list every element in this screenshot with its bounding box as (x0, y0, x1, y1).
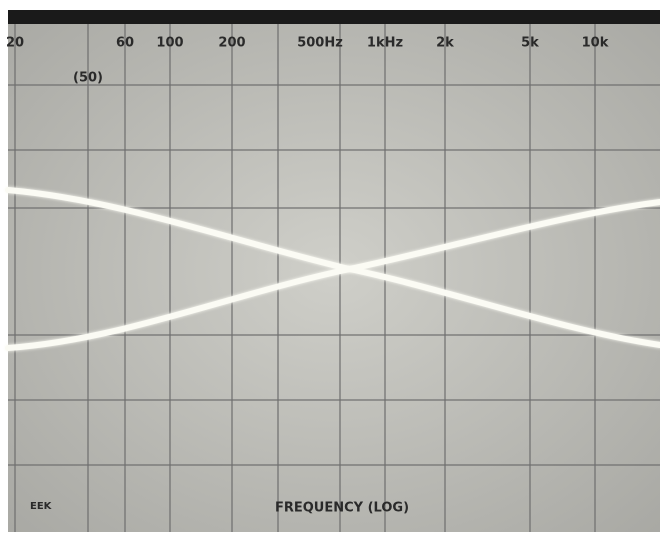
sub-label: (50) (73, 71, 103, 86)
corner-label: EEK (30, 501, 53, 512)
axis-title: FREQUENCY (LOG) (275, 501, 409, 516)
frequency-label: 100 (156, 36, 183, 51)
frequency-label: 2k (436, 36, 454, 51)
top-border (8, 10, 660, 24)
frequency-label: 500Hz (297, 36, 343, 51)
frequency-label: 200 (218, 36, 245, 51)
frequency-label: 10k (582, 36, 609, 51)
scope-photo: 20 60 100 200 500Hz 1kHz 2k 5k 10k (50) FREQUENC… (0, 0, 660, 535)
frequency-label: 60 (116, 36, 134, 51)
frequency-label: 5k (521, 36, 539, 51)
frequency-label: 1kHz (367, 36, 403, 51)
frequency-label: 20 (6, 36, 24, 51)
